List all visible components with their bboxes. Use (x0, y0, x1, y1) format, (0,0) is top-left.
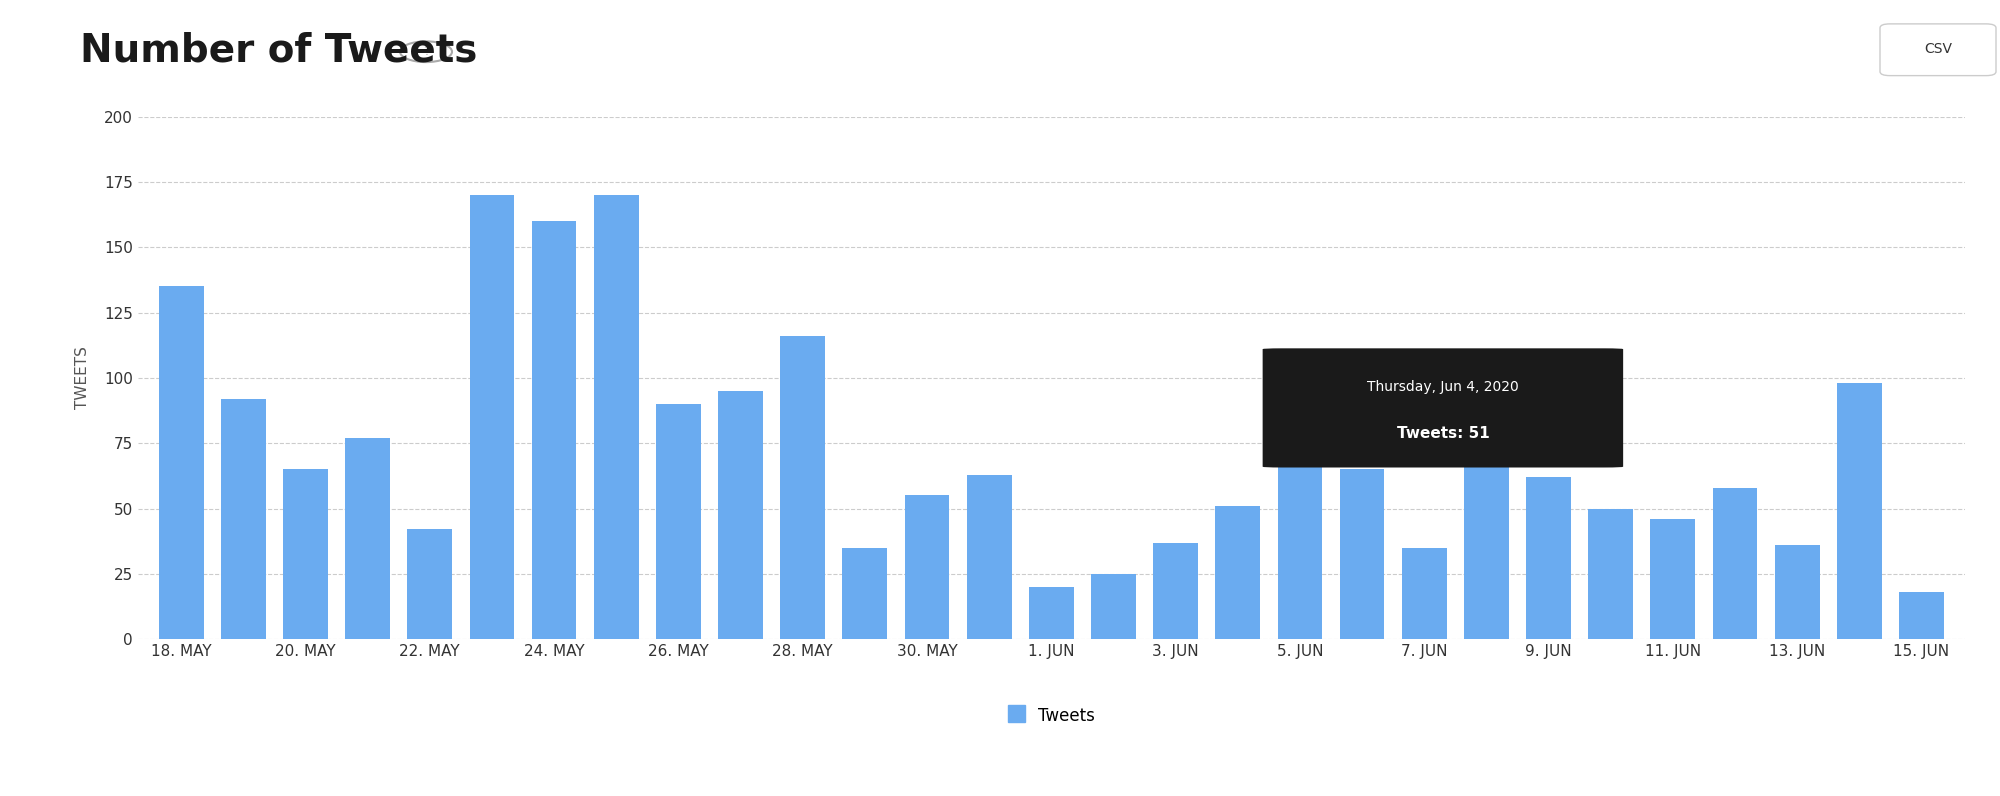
Bar (1216, 506, 1260, 639)
Legend: Tweets: Tweets (1008, 707, 1094, 725)
Bar (532, 221, 576, 639)
Bar (656, 404, 700, 639)
Bar (1650, 519, 1696, 639)
Bar (1836, 383, 1882, 639)
Text: Thursday, Jun 4, 2020: Thursday, Jun 4, 2020 (1368, 380, 1518, 394)
Bar (1464, 399, 1508, 639)
Bar (220, 399, 266, 639)
Bar (966, 474, 1012, 639)
Bar (408, 529, 452, 639)
Bar (1154, 543, 1198, 639)
Bar (1712, 488, 1758, 639)
Y-axis label: TWEETS: TWEETS (76, 346, 90, 409)
FancyBboxPatch shape (1880, 24, 1996, 76)
Bar (780, 336, 826, 639)
Bar (1900, 592, 1944, 639)
Bar (1588, 509, 1634, 639)
Bar (284, 470, 328, 639)
Text: Tweets: 51: Tweets: 51 (1396, 427, 1490, 441)
Text: CSV: CSV (1924, 42, 1952, 57)
Bar (158, 287, 204, 639)
Bar (1278, 430, 1322, 639)
Bar (1092, 574, 1136, 639)
Bar (1526, 477, 1570, 639)
Bar (1028, 587, 1074, 639)
FancyBboxPatch shape (1262, 349, 1624, 467)
Bar (1340, 470, 1384, 639)
Bar (470, 195, 514, 639)
Bar (1402, 548, 1446, 639)
Bar (594, 195, 638, 639)
Bar (842, 548, 888, 639)
Text: Number of Tweets: Number of Tweets (80, 32, 478, 70)
Text: ?: ? (422, 45, 430, 58)
Bar (904, 495, 950, 639)
Bar (1774, 545, 1820, 639)
Bar (346, 438, 390, 639)
Bar (718, 391, 762, 639)
